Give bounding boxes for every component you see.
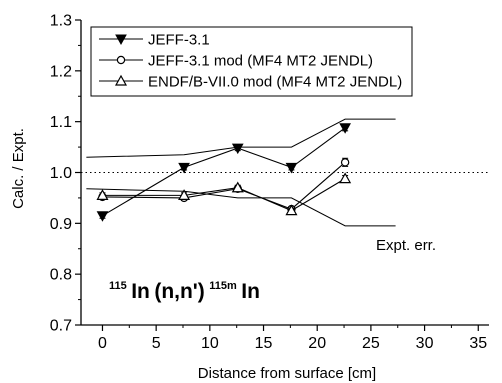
series-3-point [178,189,191,200]
legend-marker [115,34,127,46]
series-2-point [340,158,350,167]
x-axis-label: Distance from surface [cm] [198,365,376,382]
series-3-point [96,189,109,200]
reaction-element-1: In [131,280,150,303]
x-tick-label: 20 [308,335,326,352]
error-band-label: Expt. err. [376,237,436,254]
y-axis-label: Calc. / Expt. [10,128,27,209]
series-1-point [339,123,351,134]
series-3-point [231,181,244,193]
y-tick-label: 0.8 [50,267,72,284]
x-tick-label: 25 [362,335,380,352]
error-band-lower [86,188,396,227]
x-tick-label: 30 [416,335,434,352]
y-tick-label: 1.3 [50,13,72,30]
y-tick-label: 0.7 [50,318,72,335]
reaction-mass-2: 115m [209,280,237,292]
series-1-point [178,162,190,174]
legend-entry-1: JEFF-3.1 [99,32,210,49]
y-tick-label: 1.1 [50,114,72,131]
reaction-annotation: 115 In (n,n') 115m In [109,276,260,303]
legend-label: ENDF/B-VII.0 mod (MF4 MT2 JENDL) [148,74,402,91]
legend-box [90,26,413,97]
y-tick-label: 1.2 [50,63,72,80]
series-1-point [231,143,244,155]
legend-marker [114,74,128,86]
error-band-upper [86,118,396,158]
x-tick-label: 5 [152,335,161,352]
x-tick-label: 0 [98,335,107,352]
series-3 [96,172,352,216]
reaction-mass-1: 115 [109,280,127,292]
legend-label: JEFF-3.1 [148,32,210,49]
series-3-point [339,172,352,184]
legend: JEFF-3.1 JEFF-3.1 mod (MF4 MT2 JENDL) ENDF… [90,26,413,97]
legend-label: JEFF-3.1 mod (MF4 MT2 JENDL) [148,53,373,70]
legend-entry-3: ENDF/B-VII.0 mod (MF4 MT2 JENDL) [99,74,402,91]
series-1-point [96,211,109,222]
legend-marker [116,55,126,65]
series-1 [96,123,351,222]
x-tick-label: 15 [255,335,273,352]
x-tick-label: 35 [469,335,487,352]
error-band-layer [86,118,396,227]
series-3-point [285,204,298,216]
series-1-point [285,162,298,174]
series-layer [96,123,352,222]
x-tick-label: 10 [201,335,219,352]
y-tick-label: 0.9 [50,216,72,233]
legend-entry-2: JEFF-3.1 mod (MF4 MT2 JENDL) [99,53,373,70]
axis-layer: 0.7 0.8 0.9 1.0 1.1 1.2 1.3 0 5 10 15 20 25 30 35 [50,13,489,352]
reaction-channel: (n,n') [154,280,204,303]
reaction-element-2: In [241,280,260,303]
y-tick-label: 1.0 [50,165,72,182]
